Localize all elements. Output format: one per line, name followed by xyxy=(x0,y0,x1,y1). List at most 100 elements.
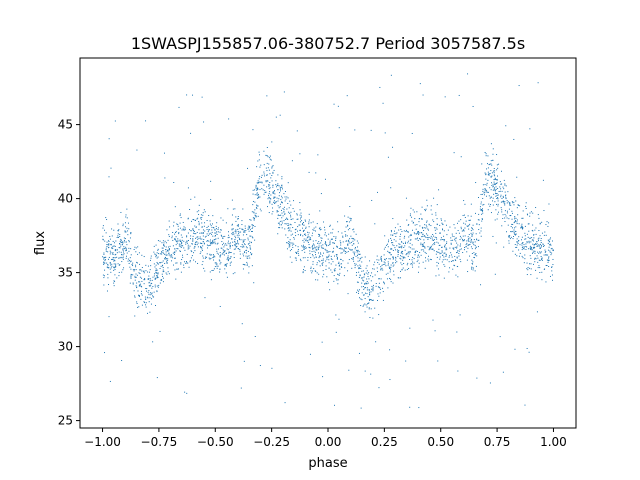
data-point xyxy=(161,247,163,249)
data-point xyxy=(551,240,553,242)
data-point xyxy=(176,262,178,264)
data-point xyxy=(384,132,386,134)
data-point xyxy=(225,264,227,266)
data-point xyxy=(356,250,358,252)
data-point xyxy=(150,282,152,284)
data-point xyxy=(202,214,204,216)
data-point xyxy=(318,257,320,259)
data-point xyxy=(193,252,195,254)
data-point xyxy=(281,222,283,224)
data-point xyxy=(505,215,507,217)
data-point xyxy=(312,229,314,231)
data-point xyxy=(420,242,422,244)
data-point xyxy=(470,215,472,217)
data-point xyxy=(249,235,251,237)
data-point xyxy=(341,232,343,234)
data-point xyxy=(302,272,304,274)
data-point xyxy=(514,221,516,223)
data-point xyxy=(472,242,474,244)
data-point xyxy=(121,241,123,243)
data-point xyxy=(326,245,328,247)
data-point xyxy=(288,246,290,248)
data-point xyxy=(122,251,124,253)
data-point xyxy=(547,225,549,227)
data-point xyxy=(252,129,254,131)
data-point xyxy=(221,247,223,249)
data-point xyxy=(231,238,233,240)
data-point xyxy=(263,184,265,186)
data-point xyxy=(528,242,530,244)
data-point xyxy=(228,252,230,254)
data-point xyxy=(300,233,302,235)
data-point xyxy=(357,253,359,255)
data-point xyxy=(249,244,251,246)
data-point xyxy=(444,246,446,248)
data-point xyxy=(350,218,352,220)
data-points xyxy=(102,73,554,409)
data-point xyxy=(254,194,256,196)
data-point xyxy=(435,253,437,255)
data-point xyxy=(139,263,141,265)
data-point xyxy=(167,254,169,256)
data-point xyxy=(329,224,331,226)
data-point xyxy=(125,249,127,251)
data-point xyxy=(246,261,248,263)
data-point xyxy=(290,242,292,244)
data-point xyxy=(251,265,253,267)
data-point xyxy=(364,287,366,289)
data-point xyxy=(229,252,231,254)
data-point xyxy=(102,256,104,258)
data-point xyxy=(156,261,158,263)
data-point xyxy=(527,236,529,238)
data-point xyxy=(134,296,136,298)
data-point xyxy=(505,197,507,199)
data-point xyxy=(295,228,297,230)
data-point xyxy=(213,255,215,257)
data-point xyxy=(121,257,123,259)
data-point xyxy=(299,224,301,226)
data-point xyxy=(292,233,294,235)
data-point xyxy=(446,248,448,250)
data-point xyxy=(187,244,189,246)
data-point xyxy=(423,250,425,252)
data-point xyxy=(204,270,206,272)
data-point xyxy=(328,244,330,246)
data-point xyxy=(368,298,370,300)
data-point xyxy=(425,233,427,235)
data-point xyxy=(456,331,458,333)
data-point xyxy=(227,231,229,233)
data-point xyxy=(365,272,367,274)
data-point xyxy=(524,404,526,406)
data-point xyxy=(515,217,517,219)
data-point xyxy=(438,251,440,253)
data-point xyxy=(195,233,197,235)
data-point xyxy=(552,279,554,281)
data-point xyxy=(532,247,534,249)
data-point xyxy=(140,283,142,285)
data-point xyxy=(471,238,473,240)
data-point xyxy=(235,220,237,222)
data-point xyxy=(428,223,430,225)
data-point xyxy=(522,210,524,212)
data-point xyxy=(271,166,273,168)
data-point xyxy=(338,318,340,320)
data-point xyxy=(249,229,251,231)
data-point xyxy=(203,121,205,123)
data-point xyxy=(196,241,198,243)
data-point xyxy=(320,253,322,255)
data-point xyxy=(446,241,448,243)
data-point xyxy=(292,227,294,229)
data-point xyxy=(413,258,415,260)
data-point xyxy=(380,255,382,257)
data-point xyxy=(175,236,177,238)
data-point xyxy=(307,231,309,233)
data-point xyxy=(504,210,506,212)
data-point xyxy=(469,243,471,245)
data-point xyxy=(384,258,386,260)
data-point xyxy=(408,246,410,248)
data-point xyxy=(407,240,409,242)
data-point xyxy=(184,227,186,229)
data-point xyxy=(108,138,110,140)
data-point xyxy=(146,296,148,298)
data-point xyxy=(344,215,346,217)
